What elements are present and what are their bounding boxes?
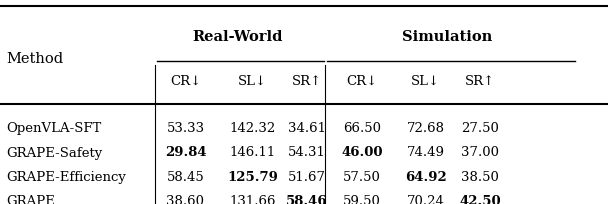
Text: 38.50: 38.50 bbox=[461, 171, 499, 184]
Text: Method: Method bbox=[6, 52, 63, 66]
Text: 70.24: 70.24 bbox=[407, 195, 444, 204]
Text: 57.50: 57.50 bbox=[343, 171, 381, 184]
Text: SL↓: SL↓ bbox=[411, 75, 440, 88]
Text: GRAPE-Safety: GRAPE-Safety bbox=[6, 146, 102, 160]
Text: 29.84: 29.84 bbox=[165, 146, 206, 160]
Text: 53.33: 53.33 bbox=[167, 122, 204, 135]
Text: 142.32: 142.32 bbox=[229, 122, 275, 135]
Text: 37.00: 37.00 bbox=[461, 146, 499, 160]
Text: Real-World: Real-World bbox=[192, 30, 282, 44]
Text: SR↑: SR↑ bbox=[465, 75, 496, 88]
Text: 131.66: 131.66 bbox=[229, 195, 275, 204]
Text: OpenVLA-SFT: OpenVLA-SFT bbox=[6, 122, 102, 135]
Text: 66.50: 66.50 bbox=[343, 122, 381, 135]
Text: 58.46: 58.46 bbox=[286, 195, 328, 204]
Text: 64.92: 64.92 bbox=[405, 171, 446, 184]
Text: CR↓: CR↓ bbox=[346, 75, 378, 88]
Text: 72.68: 72.68 bbox=[407, 122, 444, 135]
Text: 51.67: 51.67 bbox=[288, 171, 326, 184]
Text: 42.50: 42.50 bbox=[460, 195, 501, 204]
Text: 34.61: 34.61 bbox=[288, 122, 326, 135]
Text: 125.79: 125.79 bbox=[227, 171, 278, 184]
Text: GRAPE: GRAPE bbox=[6, 195, 55, 204]
Text: 74.49: 74.49 bbox=[407, 146, 444, 160]
Text: 146.11: 146.11 bbox=[229, 146, 275, 160]
Text: SL↓: SL↓ bbox=[238, 75, 267, 88]
Text: 27.50: 27.50 bbox=[461, 122, 499, 135]
Text: Simulation: Simulation bbox=[402, 30, 492, 44]
Text: 54.31: 54.31 bbox=[288, 146, 326, 160]
Text: SR↑: SR↑ bbox=[292, 75, 322, 88]
Text: 46.00: 46.00 bbox=[341, 146, 382, 160]
Text: 58.45: 58.45 bbox=[167, 171, 204, 184]
Text: CR↓: CR↓ bbox=[170, 75, 201, 88]
Text: 59.50: 59.50 bbox=[343, 195, 381, 204]
Text: GRAPE-Efficiency: GRAPE-Efficiency bbox=[6, 171, 126, 184]
Text: 38.60: 38.60 bbox=[167, 195, 204, 204]
